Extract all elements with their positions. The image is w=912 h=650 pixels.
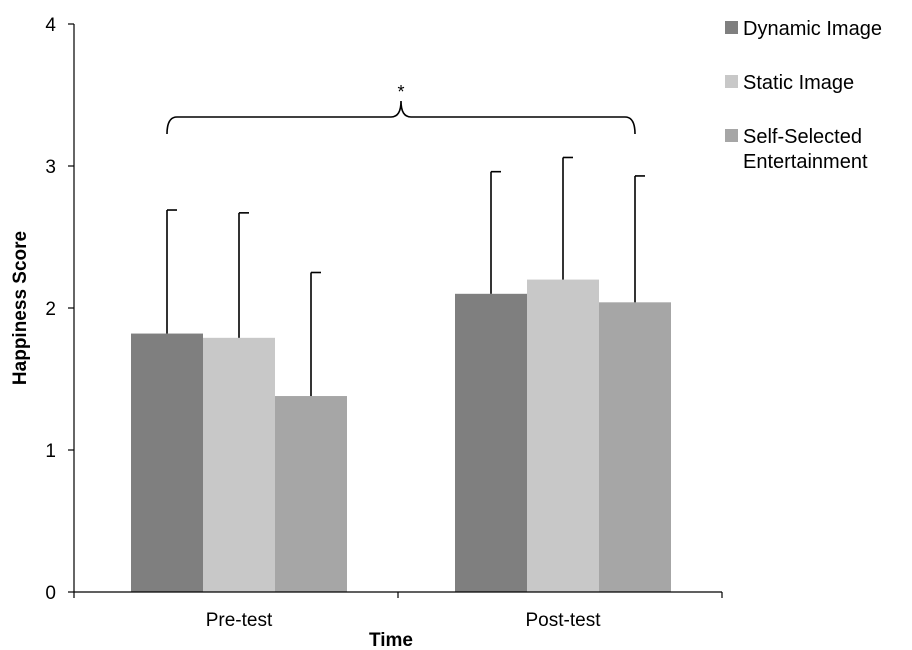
bar-dynamic-image-pre-test: [131, 333, 203, 592]
bars-layer: [131, 279, 671, 592]
legend: Dynamic Image Static Image Self-Selected…: [725, 18, 882, 173]
y-axis-title: Happiness Score: [10, 231, 31, 385]
legend-item-static-image: Static Image: [725, 72, 854, 94]
bar-self-selected-entertainment-pre-test: [275, 396, 347, 592]
bar-static-image-post-test: [527, 279, 599, 592]
y-tick-label: 2: [45, 299, 56, 320]
significance-bracket: *: [166, 82, 636, 135]
x-axis-title: Time: [369, 630, 413, 650]
y-tick-label: 3: [45, 157, 56, 178]
legend-label-self-selected-entertainment: Self-Selected Entertainment: [743, 126, 868, 173]
tick-labels-layer: 0 1 2 3 4 Pre-test Post-test: [45, 15, 601, 631]
legend-label-dynamic-image: Dynamic Image: [743, 18, 882, 40]
x-tick-label-post-test: Post-test: [526, 610, 602, 631]
y-tick-label: 1: [45, 441, 56, 462]
significance-brace: [166, 100, 636, 135]
legend-swatch-dynamic-image: [725, 21, 738, 34]
bar-dynamic-image-post-test: [455, 293, 527, 592]
axes-layer: [68, 23, 723, 598]
bar-static-image-pre-test: [203, 337, 275, 592]
legend-label-static-image: Static Image: [743, 72, 854, 94]
x-tick-label-pre-test: Pre-test: [206, 610, 273, 631]
y-tick-label: 4: [45, 15, 56, 36]
legend-item-self-selected-entertainment: Self-Selected Entertainment: [725, 126, 868, 173]
legend-swatch-static-image: [725, 75, 738, 88]
legend-swatch-self-selected-entertainment: [725, 129, 738, 142]
legend-item-dynamic-image: Dynamic Image: [725, 18, 882, 40]
error-bars-layer: [166, 156, 645, 397]
y-tick-label: 0: [45, 583, 56, 604]
significance-asterisk: *: [397, 82, 404, 102]
bar-self-selected-entertainment-post-test: [599, 302, 671, 592]
